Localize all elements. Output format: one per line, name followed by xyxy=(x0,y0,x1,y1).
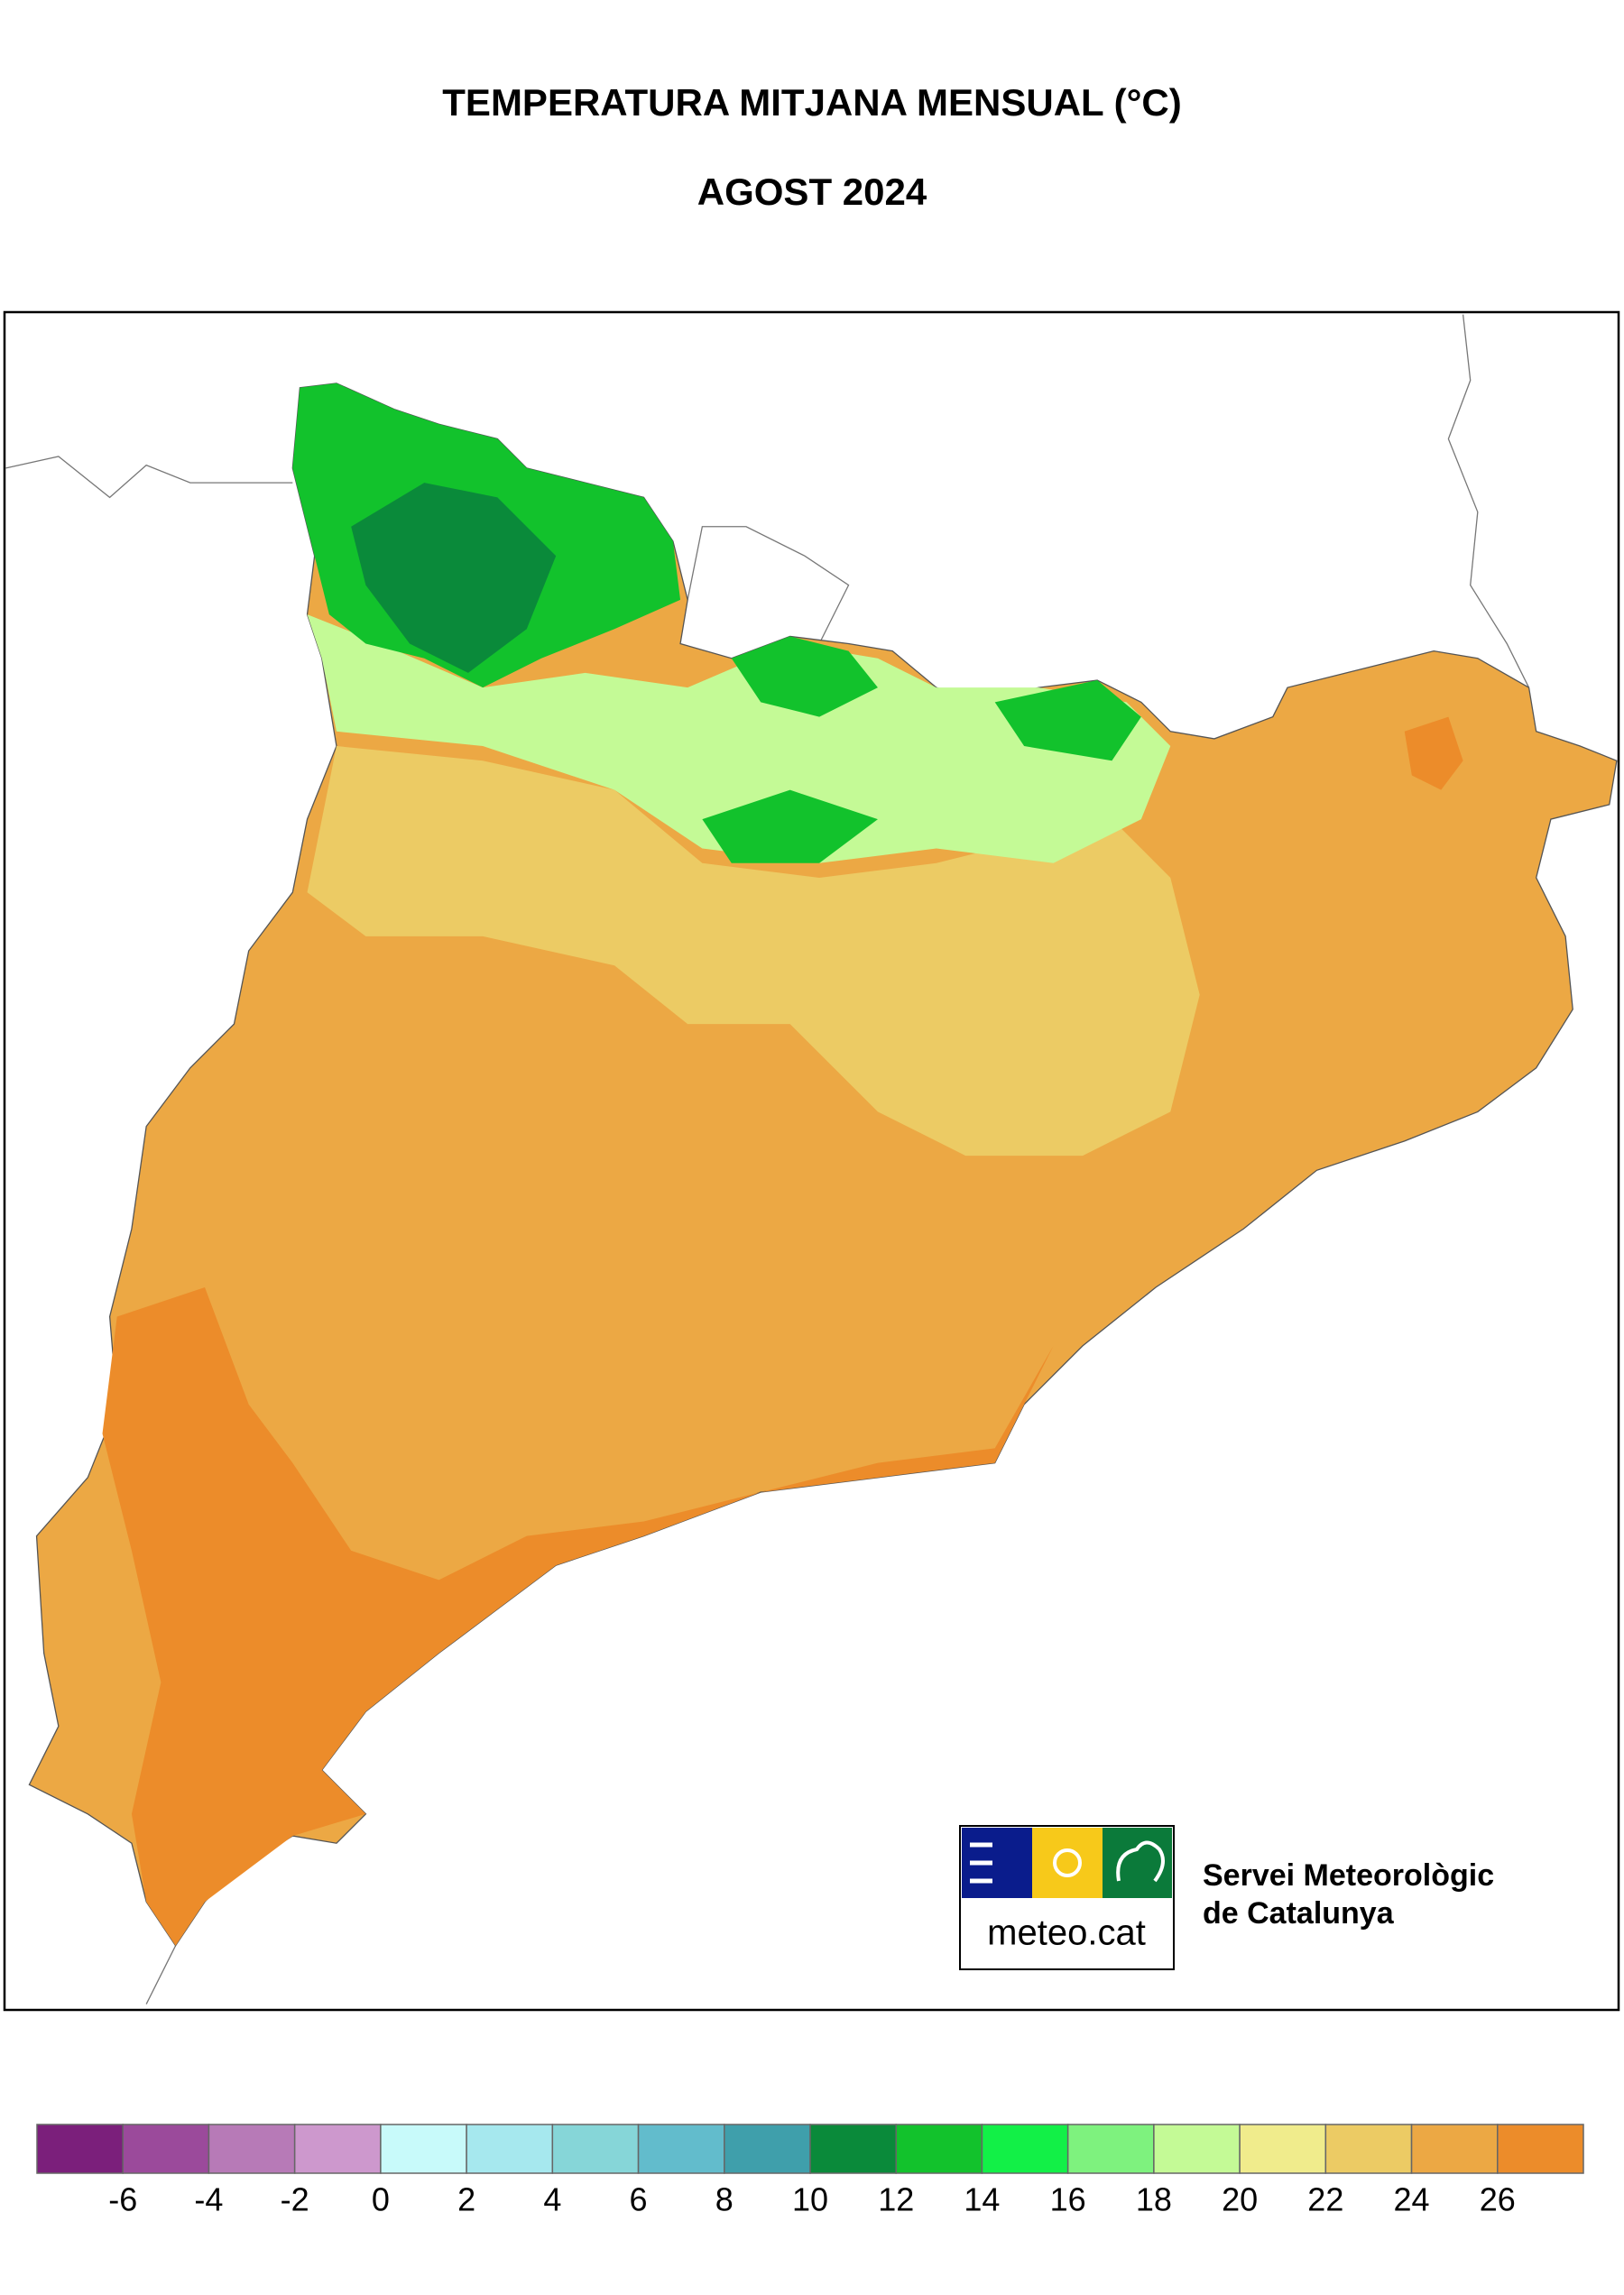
legend-swatch xyxy=(293,2124,382,2174)
zone-mild xyxy=(307,614,1171,863)
legend-swatch xyxy=(981,2124,1069,2174)
legend: -6 -4 -2 0 2 4 6 8 10 12 14 16 18 20 22 24 26 xyxy=(36,2124,1584,2218)
legend-swatch xyxy=(122,2124,210,2174)
legend-swatch xyxy=(1497,2124,1584,2174)
legend-tick-label: 22 xyxy=(1307,2181,1343,2218)
legend-swatch xyxy=(1239,2124,1327,2174)
map-title: TEMPERATURA MITJANA MENSUAL (°C) xyxy=(442,81,1181,124)
zone-cool-east xyxy=(702,636,1141,863)
legend-tick-label: -4 xyxy=(194,2181,223,2218)
legend-swatch xyxy=(637,2124,725,2174)
legend-tick-label: 2 xyxy=(457,2181,475,2218)
logo-brand: meteo.cat xyxy=(987,1913,1146,1953)
legend-tick-label: -2 xyxy=(281,2181,309,2218)
legend-swatch xyxy=(724,2124,811,2174)
legend-swatch xyxy=(1066,2124,1155,2174)
legend-swatch xyxy=(466,2124,554,2174)
borders xyxy=(5,314,1530,2005)
org-name: Servei Meteorològic xyxy=(1203,1858,1494,1893)
legend-tick-label: 20 xyxy=(1222,2181,1258,2218)
legend-tick-label: -6 xyxy=(108,2181,137,2218)
legend-tick-label: 6 xyxy=(630,2181,648,2218)
map-subtitle: AGOST 2024 xyxy=(697,171,927,213)
logo-green xyxy=(1103,1828,1172,1898)
logo-lines xyxy=(970,1842,992,1884)
zone-cold xyxy=(351,483,557,673)
zone-hot xyxy=(102,1287,1054,1946)
legend-swatch xyxy=(208,2124,296,2174)
legend-tick-label: 26 xyxy=(1480,2181,1516,2218)
logo-cloud xyxy=(1116,1840,1165,1883)
legend-swatch xyxy=(551,2124,640,2174)
legend-swatch xyxy=(809,2124,897,2174)
org-name: de Catalunya xyxy=(1203,1896,1395,1931)
legend-tick-label: 4 xyxy=(543,2181,561,2218)
legend-swatch xyxy=(1410,2124,1499,2174)
legend-swatch xyxy=(36,2124,124,2174)
legend-tick-label: 16 xyxy=(1050,2181,1086,2218)
legend-swatch xyxy=(1324,2124,1413,2174)
zone-warm xyxy=(307,746,1200,1157)
map xyxy=(5,314,1618,2005)
legend-tick-label: 10 xyxy=(792,2181,828,2218)
legend-tick-label: 18 xyxy=(1136,2181,1172,2218)
legend-tick-label: 24 xyxy=(1394,2181,1430,2218)
legend-tick-label: 12 xyxy=(878,2181,914,2218)
zone-hot-east xyxy=(1404,716,1463,790)
legend-swatch xyxy=(895,2124,983,2174)
legend-tick-label: 0 xyxy=(372,2181,390,2218)
legend-swatch xyxy=(380,2124,467,2174)
legend-tick-label: 8 xyxy=(715,2181,734,2218)
legend-tick-label: 14 xyxy=(964,2181,1000,2218)
logo-yellow xyxy=(1032,1828,1103,1898)
logo-sun xyxy=(1053,1848,1082,1877)
logo: meteo.cat Servei Meteorològic de Catalun… xyxy=(959,1825,1494,1970)
legend-swatch xyxy=(1153,2124,1241,2174)
